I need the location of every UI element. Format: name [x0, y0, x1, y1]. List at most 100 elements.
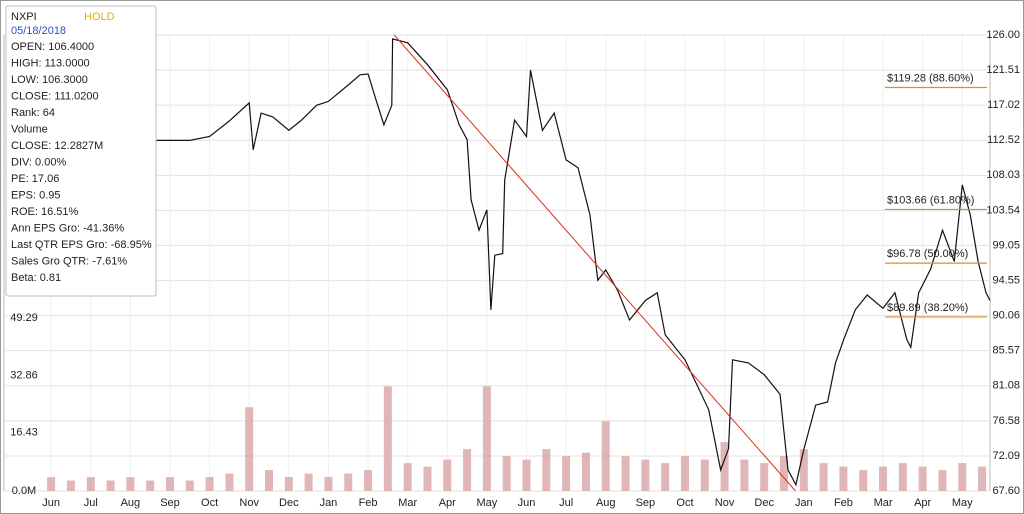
y-tick-label: 94.55 — [992, 274, 1020, 286]
info-line: CLOSE: 12.2827M — [11, 140, 103, 152]
volume-bar — [780, 456, 789, 491]
y-tick-label: 117.02 — [987, 99, 1020, 111]
x-tick-label: Mar — [874, 497, 893, 509]
y-tick-label: 121.51 — [986, 64, 1020, 76]
info-line: Last QTR EPS Gro: -68.95% — [11, 239, 152, 251]
x-tick-label: Dec — [279, 497, 299, 509]
ticker: NXPI — [11, 11, 37, 23]
volume-bar — [443, 459, 452, 491]
x-tick-label: Jul — [559, 497, 573, 509]
x-tick-label: Nov — [239, 497, 259, 509]
volume-bar — [978, 466, 987, 491]
price-line — [50, 38, 991, 487]
volume-bar — [344, 473, 353, 491]
volume-bar — [165, 477, 174, 491]
x-tick-label: Feb — [359, 497, 378, 509]
x-tick-label: Aug — [121, 497, 141, 509]
x-tick-label: Mar — [398, 497, 417, 509]
volume-bar — [304, 473, 313, 491]
x-tick-label: May — [952, 497, 973, 509]
info-panel — [5, 5, 157, 297]
x-tick-label: Aug — [596, 497, 616, 509]
info-line: CLOSE: 111.0200 — [11, 90, 99, 102]
volume-bar — [324, 477, 333, 491]
info-line: HIGH: 113.0000 — [11, 57, 90, 69]
volume-bar — [680, 456, 689, 491]
info-line: Beta: 0.81 — [11, 272, 61, 284]
volume-bar — [126, 477, 135, 491]
volume-bar — [423, 466, 432, 491]
fib-label: $103.66 (61.80%) — [887, 194, 974, 206]
y-tick-label: 81.08 — [992, 380, 1020, 392]
y-tick-label: 99.05 — [992, 239, 1020, 251]
volume-bar — [700, 459, 709, 491]
price: $119.28 (88.60%) $103.66 (61.80%) $96.78 (… — [50, 34, 991, 492]
volume-bar — [47, 477, 56, 491]
volume-bar — [403, 463, 412, 491]
volume-bar — [502, 456, 511, 491]
info-box: NXPI HOLD 05/18/2018 OPEN: 106.4000 HIGH:… — [5, 5, 157, 297]
y-tick-label: 85.57 — [992, 345, 1020, 357]
fib-label: $96.78 (50.00%) — [887, 248, 968, 260]
info-line: EPS: 0.95 — [11, 189, 61, 201]
info-line: OPEN: 106.4000 — [11, 41, 94, 53]
fib-label: $119.28 (88.60%) — [887, 72, 974, 84]
volume-bar — [522, 459, 531, 491]
volume-bar — [918, 466, 927, 491]
fib-label: $89.89 (38.20%) — [887, 302, 968, 314]
volume-bar — [581, 452, 590, 491]
y-tick-label: 126.00 — [986, 29, 1020, 41]
y-tick-label: 112.52 — [987, 134, 1020, 146]
rating: HOLD — [84, 11, 115, 23]
y2-tick-label: 49.29 — [10, 312, 38, 324]
volume-bar — [463, 449, 472, 491]
volume-bar — [760, 463, 769, 491]
y-tick-label: 103.54 — [986, 204, 1020, 216]
y-tick-label: 76.58 — [992, 415, 1020, 427]
y-tick-label: 72.09 — [992, 450, 1020, 462]
info-line: PE: 17.06 — [11, 173, 59, 185]
volume-bar — [958, 463, 967, 491]
volume-bar — [661, 463, 670, 491]
x-tick-label: Feb — [834, 497, 853, 509]
info-line: DIV: 0.00% — [11, 156, 66, 168]
y-tick-label: 67.60 — [992, 485, 1020, 497]
x-tick-label: Jun — [518, 497, 536, 509]
volume-bar — [938, 470, 947, 491]
info-line: LOW: 106.3000 — [11, 74, 88, 86]
volume-bar — [364, 470, 373, 491]
x-tick-label: Jan — [320, 497, 338, 509]
x-tick-label: May — [477, 497, 498, 509]
volume-bar — [720, 442, 729, 491]
volume-bar — [879, 466, 888, 491]
x-tick-label: Jul — [84, 497, 98, 509]
grid — [4, 34, 990, 492]
volume-bar — [265, 470, 274, 491]
x-tick-label: Apr — [439, 497, 456, 509]
x-tick-label: Oct — [676, 497, 693, 509]
volume-bar — [383, 386, 392, 491]
info-line: Sales Gro QTR: -7.61% — [11, 255, 127, 267]
volume-bar — [819, 463, 828, 491]
date: 05/18/2018 — [11, 25, 66, 37]
x-tick-label: Sep — [636, 497, 656, 509]
volume-bar — [284, 477, 293, 491]
volume-bar — [641, 459, 650, 491]
x-tick-label: Jun — [42, 497, 60, 509]
volume — [47, 386, 987, 491]
volume-bar — [205, 477, 214, 491]
x-tick-label: Nov — [715, 497, 735, 509]
volume-bar — [86, 477, 95, 491]
y-tick-label: 108.03 — [986, 169, 1020, 181]
trend-line — [393, 34, 796, 492]
volume-bar — [542, 449, 551, 491]
x-tick-label: Oct — [201, 497, 218, 509]
volume-bar — [859, 470, 868, 491]
volume-bar — [799, 449, 808, 491]
volume-bar — [482, 386, 491, 491]
y2-tick-label: 0.0M — [12, 485, 36, 497]
volume-bar — [898, 463, 907, 491]
y2-tick-label: 16.43 — [10, 427, 38, 439]
